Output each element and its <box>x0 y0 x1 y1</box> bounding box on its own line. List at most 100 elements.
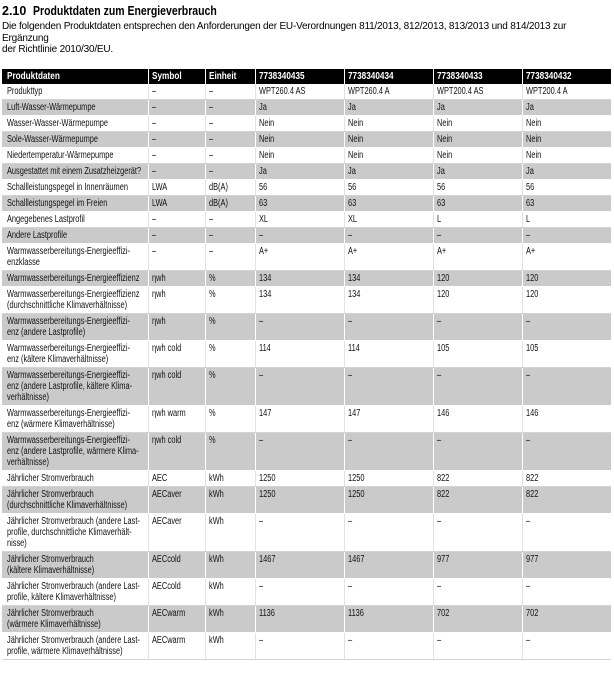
value-cell: 1250 <box>343 486 433 514</box>
product-data-table: Produktdaten Symbol Einheit 7738340435 77383… <box>2 68 611 660</box>
value-cell: Ja <box>254 163 344 180</box>
value-cell: 105 <box>432 340 522 368</box>
value-cell-text: Nein <box>525 133 541 145</box>
symbol-cell: AECwarm <box>147 632 205 660</box>
value-cell: 120 <box>521 270 611 287</box>
value-cell: XL <box>254 211 344 228</box>
column-header-label: 7738340433 <box>436 70 483 82</box>
unit-cell: – <box>204 115 255 132</box>
value-cell-text: 702 <box>436 607 449 619</box>
value-cell: A+ <box>521 243 611 271</box>
value-cell-text: – <box>525 515 530 527</box>
value-cell: 977 <box>432 551 522 579</box>
row-label-cell: Jährlicher Stromverbrauch (andere Last- … <box>2 578 148 606</box>
value-cell: Nein <box>254 147 344 164</box>
symbol-cell: AECaver <box>147 486 205 514</box>
row-label-cell-text: Jährlicher Stromverbrauch (andere Last- … <box>7 580 140 603</box>
value-cell-text: Nein <box>436 133 452 145</box>
row-label-cell-text: Wasser-Wasser-Wärmepumpe <box>7 117 109 129</box>
unit-cell-text: dB(A) <box>208 197 228 209</box>
value-cell-text: Nein <box>258 133 274 145</box>
value-cell: 63 <box>254 195 344 212</box>
value-cell-text: 822 <box>436 488 449 500</box>
value-cell-text: Ja <box>525 101 534 113</box>
value-cell-text: 146 <box>436 407 449 419</box>
value-cell-text: 1250 <box>347 488 364 500</box>
row-label-cell-text: Warmwasserbereitungs-Energieeffizi- enz … <box>7 315 130 338</box>
value-cell-text: A+ <box>436 245 446 257</box>
value-cell-text: Nein <box>347 133 363 145</box>
unit-cell: kWh <box>204 470 255 487</box>
unit-cell: dB(A) <box>204 179 255 196</box>
value-cell: Nein <box>521 115 611 132</box>
value-cell: WPT260.4 AS <box>254 83 344 100</box>
value-cell: – <box>521 227 611 244</box>
symbol-cell-text: AECcold <box>151 553 181 565</box>
value-cell: 56 <box>521 179 611 196</box>
value-cell: XL <box>343 211 433 228</box>
value-cell: Ja <box>432 99 522 116</box>
value-cell-text: 63 <box>347 197 356 209</box>
value-cell-text: A+ <box>347 245 357 257</box>
row-label-cell: Schallleistungspegel in Innenräumen <box>2 179 148 196</box>
symbol-cell: ηwh cold <box>147 340 205 368</box>
row-label-cell-text: Niedertemperatur-Wärmepumpe <box>7 149 114 161</box>
value-cell: 63 <box>343 195 433 212</box>
row-label-cell: Jährlicher Stromverbrauch (kältere Klima… <box>2 551 148 579</box>
row-label-cell: Luft-Wasser-Wärmepumpe <box>2 99 148 116</box>
value-cell-text: 63 <box>525 197 534 209</box>
value-cell: 56 <box>432 179 522 196</box>
unit-cell-text: % <box>208 272 216 284</box>
value-cell-text: Ja <box>436 101 445 113</box>
row-label-cell: Ausgestattet mit einem Zusatzheizgerät? <box>2 163 148 180</box>
value-cell-text: 134 <box>347 272 360 284</box>
column-header: 7738340432 <box>521 68 611 84</box>
symbol-cell-text: ηwh <box>151 272 166 284</box>
unit-cell: kWh <box>204 605 255 633</box>
value-cell-text: – <box>258 580 263 592</box>
value-cell-text: 105 <box>436 342 449 354</box>
value-cell-text: WPT200.4 A <box>525 85 568 97</box>
value-cell: 822 <box>521 470 611 487</box>
unit-cell: % <box>204 405 255 433</box>
value-cell-text: 105 <box>525 342 538 354</box>
row-label-cell: Warmwasserbereitungs-Energieeffizi- enzk… <box>2 243 148 271</box>
column-header-label: 7738340434 <box>347 70 394 82</box>
row-label-cell-text: Warmwasserbereitungs-Energieeffizi- enz … <box>7 369 133 403</box>
value-cell: L <box>521 211 611 228</box>
value-cell: 977 <box>521 551 611 579</box>
row-label-cell: Warmwasserbereitungs-Energieeffizi- enz … <box>2 313 148 341</box>
unit-cell: % <box>204 340 255 368</box>
value-cell: Ja <box>432 163 522 180</box>
row-label-cell: Warmwasserbereitungs-Energieeffizi- enz … <box>2 367 148 406</box>
unit-cell: – <box>204 99 255 116</box>
symbol-cell-text: LWA <box>151 181 167 193</box>
value-cell-text: WPT260.4 A <box>347 85 390 97</box>
value-cell-text: Ja <box>436 165 445 177</box>
value-cell-text: A+ <box>525 245 535 257</box>
unit-cell-text: kWh <box>208 515 224 527</box>
symbol-cell-text: – <box>151 117 156 129</box>
value-cell-text: 56 <box>525 181 534 193</box>
value-cell: 134 <box>254 286 344 314</box>
symbol-cell-text: ηwh cold <box>151 369 181 381</box>
symbol-cell-text: – <box>151 101 156 113</box>
unit-cell-text: kWh <box>208 553 224 565</box>
unit-cell-text: % <box>208 315 216 327</box>
symbol-cell: AECcold <box>147 551 205 579</box>
row-label-cell: Jährlicher Stromverbrauch <box>2 470 148 487</box>
value-cell-text: – <box>347 634 352 646</box>
value-cell-text: – <box>525 434 530 446</box>
value-cell-text: – <box>436 634 441 646</box>
value-cell-text: – <box>347 315 352 327</box>
row-label-cell-text: Produkttyp <box>7 85 43 97</box>
value-cell-text: Nein <box>347 117 363 129</box>
value-cell: – <box>521 432 611 471</box>
symbol-cell: ηwh cold <box>147 367 205 406</box>
table-row: Warmwasserbereitungs-Energieeffizienz ηwh… <box>2 270 611 287</box>
column-header: 7738340433 <box>432 68 522 84</box>
value-cell-text: – <box>436 580 441 592</box>
value-cell: – <box>254 313 344 341</box>
value-cell: Nein <box>343 115 433 132</box>
table-header: Produktdaten Symbol Einheit 7738340435 77383… <box>2 68 611 84</box>
